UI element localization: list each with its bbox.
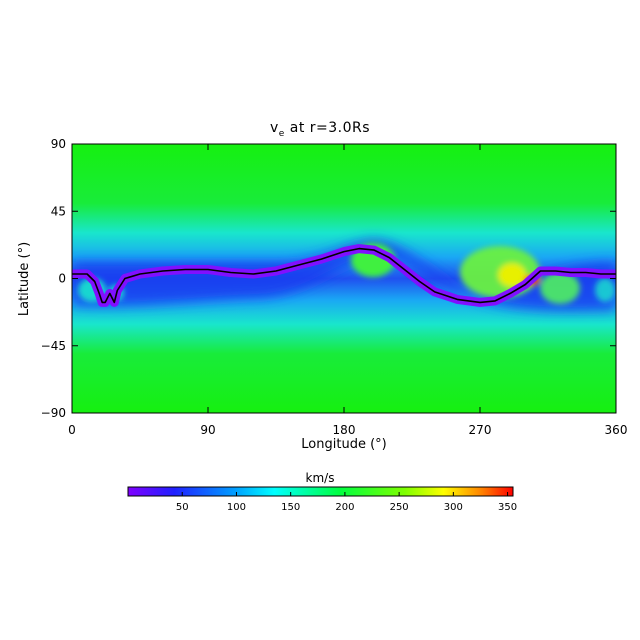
y-tick-label: 0	[58, 272, 66, 286]
heatmap-plot-area	[72, 144, 616, 413]
x-tick-label: 0	[68, 423, 76, 437]
colorbar-ticks: 50 100 150 200 250 300 350	[176, 492, 517, 513]
colorbar	[127, 486, 514, 497]
green-blob-315	[540, 272, 580, 304]
y-axis: −90 −45 0 45 90	[41, 137, 616, 420]
x-tick-label: 180	[333, 423, 356, 437]
x-tick-label: 360	[605, 423, 628, 437]
chart-title: ve at r=3.0Rs	[0, 120, 640, 139]
x-tick-label: 90	[200, 423, 215, 437]
y-tick-label: 45	[51, 204, 66, 218]
y-tick-label: 90	[51, 137, 66, 151]
y-tick-label: −90	[41, 406, 66, 420]
colorbar-tick-label: 350	[498, 502, 517, 513]
x-axis: 0 90 180 270 360	[68, 144, 627, 437]
cyan-blob-right	[595, 278, 615, 302]
x-axis-label: Longitude (°)	[301, 437, 386, 452]
colorbar-tick-label: 250	[390, 502, 409, 513]
title-rest: at r=3.0Rs	[284, 120, 371, 136]
y-tick-label: −45	[41, 339, 66, 353]
colorbar-tick-label: 300	[444, 502, 463, 513]
title-main: v	[269, 120, 279, 136]
colorbar-tick-label: 100	[227, 502, 246, 513]
yellow-blob-290	[498, 263, 526, 287]
y-axis-label: Latitude (°)	[17, 242, 32, 316]
colorbar-tick-label: 150	[281, 502, 300, 513]
neutral-line	[72, 247, 616, 304]
colorbar-label: km/s	[305, 471, 335, 485]
title-subscript: e	[278, 128, 285, 139]
colorbar-tick-label: 50	[176, 502, 189, 513]
colorbar-tick-label: 200	[335, 502, 354, 513]
x-tick-label: 270	[469, 423, 492, 437]
